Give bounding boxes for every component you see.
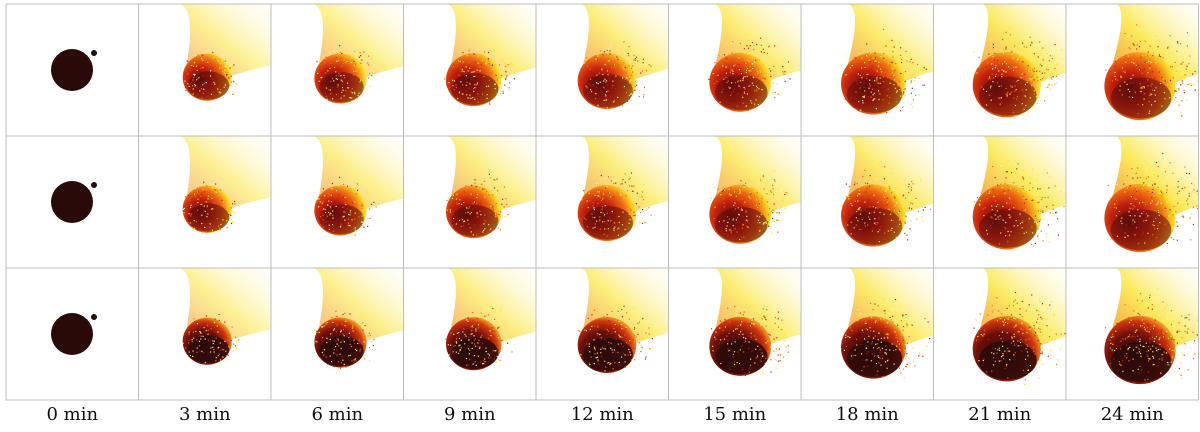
panel-r3-c6 — [709, 268, 801, 377]
particle-speckle — [313, 45, 373, 104]
impactor — [91, 50, 97, 56]
panel-r1-c6 — [708, 4, 801, 112]
panel-r3-c9 — [1104, 268, 1199, 385]
particle-speckle — [315, 176, 377, 238]
panel-r1-c1 — [51, 49, 97, 91]
panel-r3-c2 — [179, 268, 271, 365]
dense-core — [319, 336, 364, 367]
time-label: 15 min — [703, 404, 767, 425]
particle-speckle — [973, 27, 1063, 115]
dense-core — [1110, 77, 1172, 119]
panel-r2-c8 — [972, 136, 1066, 250]
time-label: 18 min — [835, 404, 899, 425]
particle-speckle — [577, 305, 654, 374]
particle-speckle — [443, 49, 517, 105]
particle-speckle — [581, 172, 652, 238]
panel-r3-c1 — [51, 313, 97, 355]
panel-r2-c9 — [1104, 136, 1198, 253]
panel-r1-c3 — [313, 4, 403, 104]
dense-core — [846, 339, 903, 378]
particle-speckle — [973, 159, 1065, 248]
time-label: 12 min — [570, 404, 634, 425]
grid-border — [5, 3, 1199, 401]
panels-layer — [51, 4, 1200, 386]
particle-speckle — [709, 165, 788, 241]
target-body — [51, 49, 93, 91]
time-label: 21 min — [968, 404, 1032, 425]
particle-speckle — [446, 173, 513, 237]
panel-r3-c4 — [443, 268, 536, 371]
particle-speckle — [844, 28, 927, 114]
panel-r1-c4 — [443, 4, 536, 107]
particle-speckle — [443, 307, 513, 366]
time-label: 0 min — [46, 404, 99, 425]
impactor — [91, 314, 97, 320]
time-label: 3 min — [178, 404, 231, 425]
panel-r2-c1 — [51, 181, 97, 223]
particle-speckle — [1107, 152, 1198, 245]
dense-core — [187, 203, 230, 232]
dense-core — [319, 204, 364, 235]
dense-core — [846, 75, 903, 114]
panel-r1-c2 — [179, 4, 271, 101]
time-label: 9 min — [443, 404, 496, 425]
panel-r2-c6 — [709, 136, 801, 244]
particle-speckle — [711, 303, 790, 377]
particle-speckle — [182, 181, 236, 234]
target-body — [51, 313, 93, 355]
dense-core — [451, 205, 499, 237]
panel-r2-c2 — [179, 136, 271, 234]
panel-r3-c3 — [313, 268, 403, 369]
dense-core — [1110, 341, 1172, 383]
particle-speckle — [1104, 288, 1199, 381]
panel-r2-c7 — [841, 136, 933, 247]
panel-r1-c5 — [577, 4, 668, 110]
dense-core — [187, 71, 230, 100]
dense-core — [451, 73, 499, 105]
panel-r1-c9 — [1104, 4, 1200, 121]
particle-speckle — [708, 36, 791, 111]
panel-r2-c5 — [577, 136, 668, 242]
impactor — [91, 182, 97, 188]
panel-r3-c8 — [972, 268, 1066, 386]
target-body — [51, 181, 93, 223]
particle-speckle — [582, 41, 652, 109]
dense-core — [714, 338, 768, 375]
dense-core — [319, 72, 364, 103]
particle-speckle — [1105, 24, 1200, 121]
panel-r1-c8 — [972, 4, 1066, 118]
dense-core — [714, 206, 768, 243]
panel-r2-c4 — [446, 136, 536, 239]
dense-core — [187, 335, 230, 364]
panel-r3-c7 — [841, 268, 933, 379]
particle-speckle — [184, 51, 238, 100]
dense-core — [583, 205, 633, 240]
dense-core — [714, 74, 768, 111]
particle-speckle — [843, 295, 931, 379]
panel-r3-c5 — [577, 268, 668, 374]
particle-speckle — [841, 164, 931, 243]
dense-core — [451, 337, 499, 369]
panel-r2-c3 — [313, 136, 403, 238]
dense-core — [1110, 209, 1172, 251]
time-label: 6 min — [311, 404, 364, 425]
particle-speckle — [973, 291, 1066, 386]
time-label: 24 min — [1100, 404, 1164, 425]
panel-r1-c7 — [841, 4, 933, 115]
particle-speckle — [313, 310, 375, 369]
dense-core — [846, 207, 903, 246]
particle-speckle — [181, 313, 240, 365]
dense-core — [583, 337, 633, 372]
grid-lines — [5, 3, 1199, 401]
